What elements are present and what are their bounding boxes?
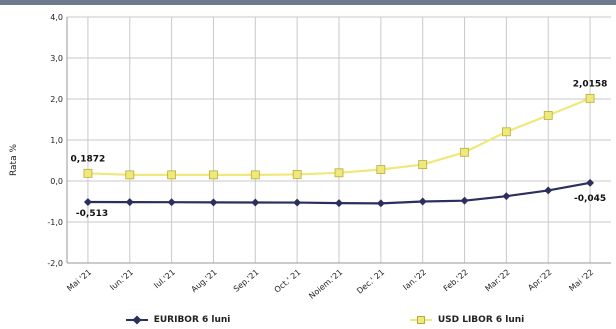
legend-item-euribor: EURIBOR 6 luni (125, 315, 231, 325)
y-axis-label: Rata % (9, 144, 19, 176)
data-label: 0,1872 (71, 154, 106, 164)
y-tick-label: -1,0 (47, 218, 63, 227)
data-point-1-7 (376, 165, 386, 174)
data-point-0-10 (502, 192, 511, 201)
data-point-0-5 (293, 198, 302, 207)
data-point-1-4 (250, 170, 260, 180)
data-point-1-0 (83, 168, 93, 178)
data-point-0-12 (586, 178, 595, 187)
data-point-0-7 (376, 199, 385, 208)
y-tick-label: 1,0 (50, 136, 63, 145)
legend-swatch-euribor (125, 315, 148, 325)
data-point-1-1 (125, 170, 135, 180)
y-tick-label: -2,0 (47, 259, 63, 268)
y-tick-label: 2,0 (50, 95, 63, 104)
data-labels: 0,1872 2,0158 -0,513 -0,045 (71, 79, 608, 219)
data-label: 2,0158 (573, 79, 608, 89)
data-point-0-4 (251, 198, 260, 207)
data-point-1-12 (585, 93, 595, 103)
y-tick-label: 4,0 (50, 13, 63, 22)
data-point-0-0 (83, 198, 92, 206)
data-point-1-8 (418, 160, 428, 170)
data-point-0-6 (335, 199, 343, 208)
data-label: -0,045 (574, 194, 606, 204)
series-layer (83, 93, 595, 208)
legend-item-usd-libor: USD LIBOR 6 luni (409, 315, 525, 325)
data-point-1-9 (460, 147, 469, 157)
legend-label-euribor: EURIBOR 6 luni (153, 315, 231, 325)
data-point-1-3 (209, 170, 218, 180)
data-point-1-6 (334, 168, 344, 178)
data-label: -0,513 (76, 209, 108, 219)
data-point-1-5 (292, 170, 302, 179)
data-point-0-9 (460, 196, 469, 205)
top-border (0, 0, 616, 5)
grid-lines (67, 16, 611, 264)
data-point-1-10 (501, 127, 511, 137)
data-point-1-2 (167, 170, 177, 180)
chart-legend: EURIBOR 6 luni USD LIBOR 6 luni (36, 311, 614, 329)
legend-label-usd-libor: USD LIBOR 6 luni (437, 315, 525, 325)
y-tick-label: 3,0 (50, 54, 63, 63)
y-tick-label: 0,0 (50, 177, 63, 186)
data-point-0-8 (418, 197, 427, 206)
data-point-1-11 (543, 111, 553, 120)
data-point-0-2 (167, 198, 176, 207)
legend-swatch-usd-libor (409, 315, 432, 325)
